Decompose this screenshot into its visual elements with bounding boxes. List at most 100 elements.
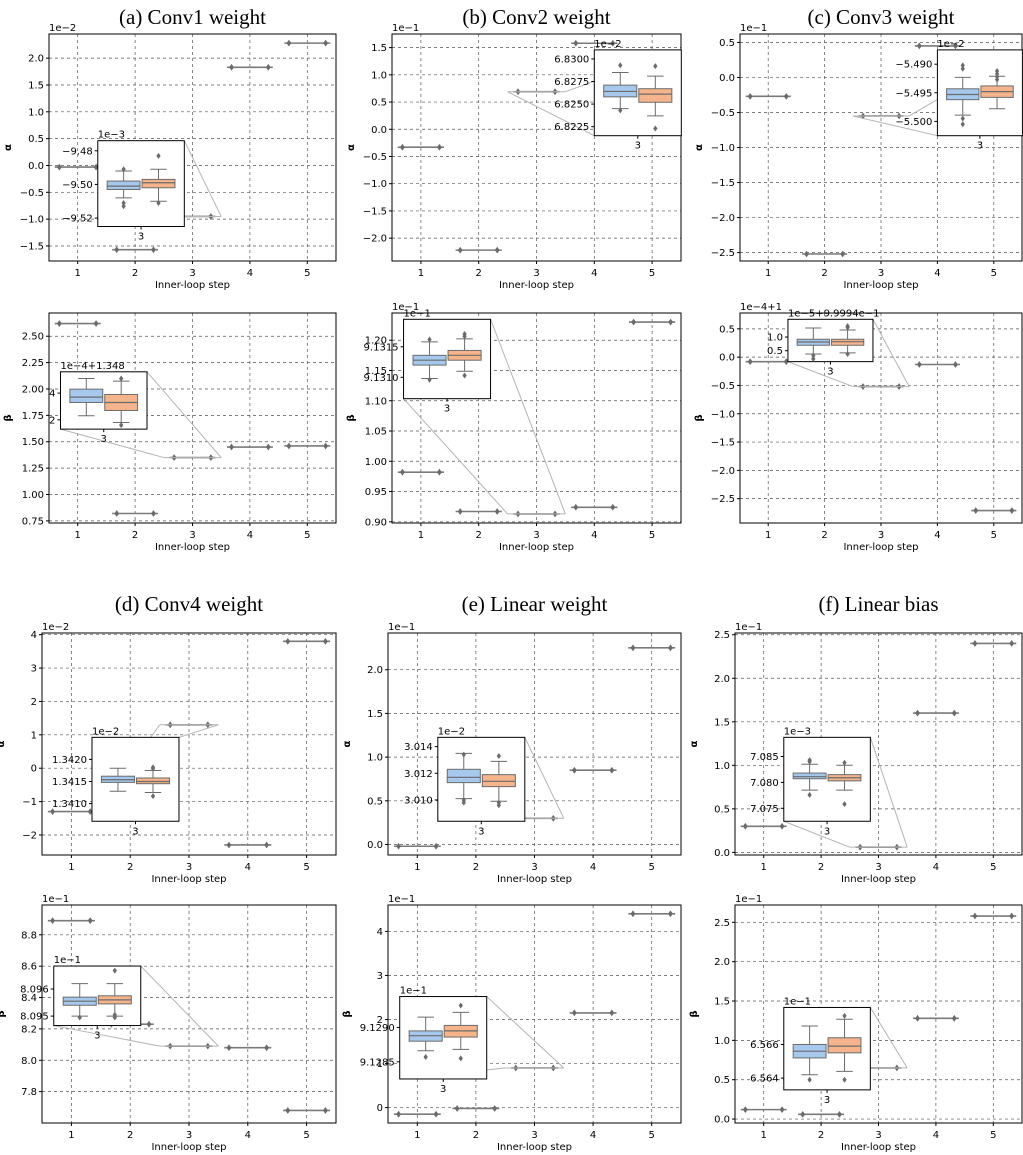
- y-tick-label: −0.5: [20, 188, 44, 199]
- inset-box-orange: [638, 63, 673, 132]
- outlier-marker: [783, 92, 789, 100]
- inset-x-tick-label: 3: [635, 141, 641, 152]
- x-tick-label: 3: [531, 862, 537, 873]
- y-axis-label: α: [346, 144, 357, 151]
- y-multiplier: 1e−1: [392, 23, 419, 34]
- flier-marker: [156, 199, 161, 206]
- x-tick-label: 5: [991, 268, 997, 279]
- connector-line: [787, 361, 853, 388]
- outlier-marker: [747, 358, 753, 366]
- outlier-marker: [494, 246, 500, 254]
- connector-line: [140, 965, 219, 1047]
- connector-line: [869, 737, 908, 848]
- inset-y-tick-label: 6.564: [750, 1074, 779, 1085]
- connector-line: [507, 91, 595, 137]
- inset-box-blue: [603, 62, 638, 114]
- inset-x-tick-label: 3: [977, 141, 983, 152]
- outlier-marker: [285, 637, 291, 645]
- outlier-marker: [951, 1014, 957, 1022]
- outlier-marker: [264, 841, 270, 849]
- connector-line: [53, 1025, 160, 1047]
- outlier-marker: [494, 508, 500, 515]
- box: [135, 777, 171, 785]
- x-tick-label: 4: [933, 862, 939, 873]
- flier-marker: [427, 376, 432, 383]
- y-tick-label: −1.0: [20, 215, 44, 226]
- y-tick-label: −1.5: [20, 241, 44, 252]
- inset-panel: 1e−3 7.085 7.080 7.075 3: [750, 726, 871, 837]
- flier-marker: [845, 323, 850, 330]
- y-axis-label: α: [3, 144, 14, 151]
- y-tick-label: 1.0: [371, 70, 387, 81]
- y-tick-label: 0.0: [367, 840, 383, 851]
- outlier-marker: [114, 246, 120, 254]
- inset-y-tick-label: 2: [49, 415, 55, 426]
- y-multiplier: 1e−2: [42, 622, 69, 633]
- outlier-marker: [226, 841, 232, 849]
- outlier-marker: [323, 442, 329, 450]
- panel-title: (a) Conv1 weight: [119, 5, 266, 29]
- box: [481, 774, 516, 788]
- x-axis-label: Inner-loop step: [843, 280, 918, 291]
- inset-box-orange: [980, 68, 1014, 110]
- x-tick-label: 1: [68, 1130, 74, 1141]
- y-tick-label: 0.5: [714, 804, 730, 815]
- connector-line: [869, 1007, 908, 1069]
- x-tick-label: 4: [934, 268, 940, 279]
- inset-x-tick-label: 3: [101, 434, 107, 445]
- flier-marker: [121, 199, 126, 206]
- inset-multiplier: 1e−3: [98, 130, 125, 141]
- inset-y-tick-label: 1.3415: [52, 777, 87, 788]
- x-tick-label: 2: [473, 1130, 479, 1141]
- x-tick-label: 4: [590, 862, 596, 873]
- y-tick-label: 1.00: [365, 457, 387, 468]
- inset-y-tick-label: 7.075: [750, 804, 779, 815]
- inset-x-tick-label: 3: [827, 367, 833, 378]
- inset-y-tick-label: −9.52: [62, 214, 93, 225]
- x-tick-label: 5: [990, 862, 996, 873]
- flier-marker: [618, 107, 623, 114]
- inset-y-tick-label: 6.8225: [554, 122, 589, 133]
- y-multiplier: 1e−1: [735, 894, 762, 905]
- y-tick-label: 1.10: [365, 396, 387, 407]
- outlier-marker: [151, 246, 156, 254]
- outlier-marker: [396, 1110, 401, 1118]
- y-axis-label: β: [694, 414, 705, 421]
- y-tick-label: 2.00: [22, 384, 44, 395]
- flier-marker: [427, 336, 432, 343]
- outlier-marker: [571, 766, 577, 774]
- panel-title: (b) Conv2 weight: [462, 5, 610, 29]
- outlier-marker: [668, 910, 673, 918]
- inset-box-blue: [446, 751, 481, 806]
- outlier-marker: [631, 318, 637, 326]
- y-tick-label: 2.5: [714, 918, 730, 929]
- outlier-marker: [668, 318, 674, 326]
- inset-multiplier: 1e−1: [400, 986, 427, 997]
- outlier-marker: [915, 1014, 920, 1022]
- outlier-marker: [840, 250, 846, 258]
- connector-line: [183, 140, 222, 217]
- inset-box-orange: [97, 967, 132, 1021]
- y-tick-label: 1.15: [365, 366, 387, 377]
- y-tick-label: 1.0: [714, 761, 730, 772]
- connector-line: [403, 398, 508, 515]
- flier-marker: [119, 422, 124, 429]
- inset-multiplier: 1e−2: [594, 39, 621, 50]
- flier-marker: [461, 796, 466, 803]
- x-tick-label: 3: [186, 862, 192, 873]
- outlier-marker: [285, 1107, 291, 1114]
- y-tick-label: 2.50: [22, 332, 44, 343]
- inset-multiplier: 1e−4+1.348: [60, 361, 124, 372]
- flier-marker: [461, 751, 466, 758]
- x-tick-label: 5: [649, 862, 655, 873]
- panel-l: 0.0 0.5 1.0 1.5 2.0 2.5 1 2 3 4 5 Inner-loop step β 1…: [689, 894, 1023, 1153]
- inset-y-tick-label: 1.0: [767, 333, 783, 344]
- x-tick-label: 3: [878, 530, 884, 541]
- x-axis-label: Inner-loop step: [497, 1142, 572, 1153]
- outlier-marker: [457, 508, 463, 515]
- inset-box-blue: [412, 336, 447, 383]
- x-tick-label: 3: [533, 268, 539, 279]
- y-tick-label: 1.5: [371, 43, 387, 54]
- inset-box-blue: [796, 327, 830, 362]
